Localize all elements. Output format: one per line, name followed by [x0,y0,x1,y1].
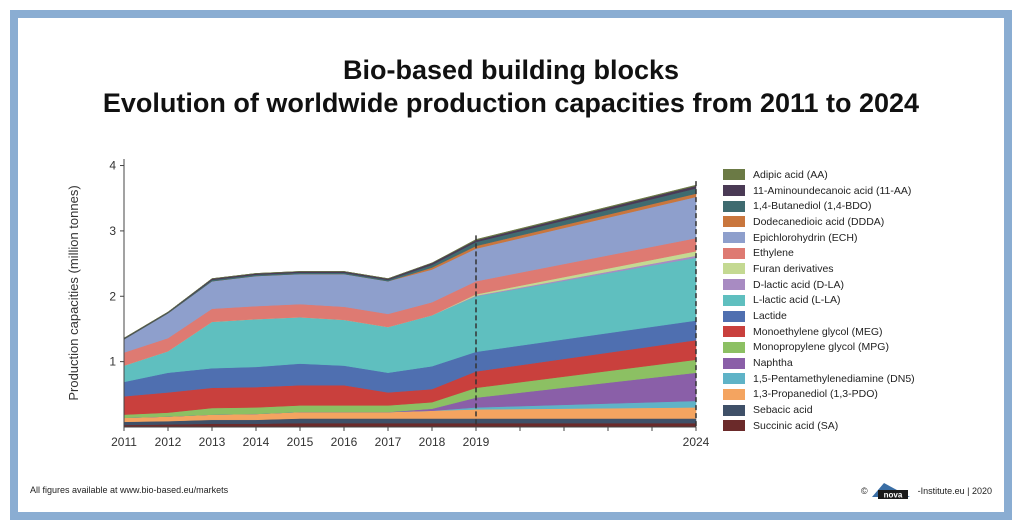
x-tick-label: 2013 [199,435,226,449]
legend-item: Epichlorohydrin (ECH) [723,230,983,246]
legend-swatch [723,326,745,338]
legend-swatch [723,169,745,181]
x-tick-label: 2017 [375,435,402,449]
legend-item: Succinic acid (SA) [723,418,983,434]
legend-item: 11-Aminoundecanoic acid (11-AA) [723,183,983,199]
legend-label: 1,3-Propanediol (1,3-PDO) [753,388,878,401]
dashed-markers [475,181,697,427]
legend-item: Lactide [723,308,983,324]
legend-label: Succinic acid (SA) [753,419,839,432]
y-ticks: 1 2 3 4 [109,159,124,369]
legend-swatch [723,247,745,259]
legend-label: Monoethylene glycol (MEG) [753,325,883,338]
legend-swatch [723,373,745,385]
legend-item: Adipic acid (AA) [723,167,983,183]
legend-swatch [723,185,745,197]
legend-label: 11-Aminoundecanoic acid (11-AA) [753,184,912,197]
y-axis-label: Production capacities (million tonnes) [66,185,81,400]
x-tick-label: 2015 [287,435,314,449]
legend-item: D-lactic acid (D-LA) [723,277,983,293]
legend-item: Furan derivatives [723,261,983,277]
legend-swatch [723,341,745,353]
legend-swatch [723,404,745,416]
legend-item: Sebacic acid [723,402,983,418]
legend-item: 1,5-Pentamethylenediamine (DN5) [723,371,983,387]
x-tick-label: 2012 [155,435,182,449]
chart-title-line1: Bio-based building blocks [342,55,680,85]
legend-item: 1,4-Butanediol (1,4-BDO) [723,198,983,214]
legend-label: Ethylene [753,247,794,260]
legend-label: Lactide [753,310,787,323]
x-tick-label: 2014 [243,435,270,449]
legend-label: Epichlorohydrin (ECH) [753,231,858,244]
chart-legend: Adipic acid (AA) 11-Aminoundecanoic acid … [723,167,983,434]
legend-swatch [723,232,745,244]
x-tick-label: 2018 [419,435,446,449]
legend-label: D-lactic acid (D-LA) [753,278,845,291]
x-tick-label: 2011 [111,435,137,449]
legend-label: 1,5-Pentamethylenediamine (DN5) [753,372,915,385]
legend-swatch [723,263,745,275]
axes [123,159,696,428]
x-ticks: 2011 2012 2013 2014 2015 2016 2017 2018 2019 2024 [111,427,710,449]
legend-swatch [723,294,745,306]
area-layers [123,184,697,428]
legend-label: 1,4-Butanediol (1,4-BDO) [753,200,872,213]
y-tick-label: 3 [109,224,116,238]
legend-swatch [723,216,745,228]
legend-swatch [723,279,745,291]
legend-swatch [723,388,745,400]
x-tick-label: 2016 [331,435,358,449]
legend-label: Dodecanedioic acid (DDDA) [753,215,885,228]
legend-item: 1,3-Propanediol (1,3-PDO) [723,387,983,403]
y-tick-label: 2 [109,289,116,303]
copyright-symbol: © [860,486,868,496]
legend-label: Monopropylene glycol (MPG) [753,341,889,354]
legend-label: Naphtha [753,357,793,370]
chart-title-line2: Evolution of worldwide production capaci… [102,88,920,118]
legend-label: Adipic acid (AA) [753,168,828,181]
x-tick-label: 2024 [683,435,710,449]
legend-item: Dodecanedioic acid (DDDA) [723,214,983,230]
nova-logo: nova [870,481,916,501]
legend-swatch [723,420,745,432]
nova-logo-text: nova [883,491,902,500]
legend-label: Sebacic acid [753,404,813,417]
legend-item: Monoethylene glycol (MEG) [723,324,983,340]
chart-frame: Bio-based building blocks Evolution of w… [10,10,1012,520]
copyright-institute-year: -Institute.eu | 2020 [917,486,992,496]
legend-swatch [723,310,745,322]
y-tick-label: 4 [109,159,116,173]
legend-item: Monopropylene glycol (MPG) [723,340,983,356]
footer-copyright: © nova -Institute.eu | 2020 [861,481,992,501]
legend-label: Furan derivatives [753,262,834,275]
legend-item: L-lactic acid (L-LA) [723,293,983,309]
legend-swatch [723,200,745,212]
legend-item: Ethylene [723,245,983,261]
y-tick-label: 1 [109,355,116,369]
x-tick-label: 2019 [463,435,490,449]
legend-label: L-lactic acid (L-LA) [753,294,841,307]
legend-swatch [723,357,745,369]
footer-source-note: All figures available at www.bio-based.e… [30,485,229,495]
legend-item: Naphtha [723,355,983,371]
